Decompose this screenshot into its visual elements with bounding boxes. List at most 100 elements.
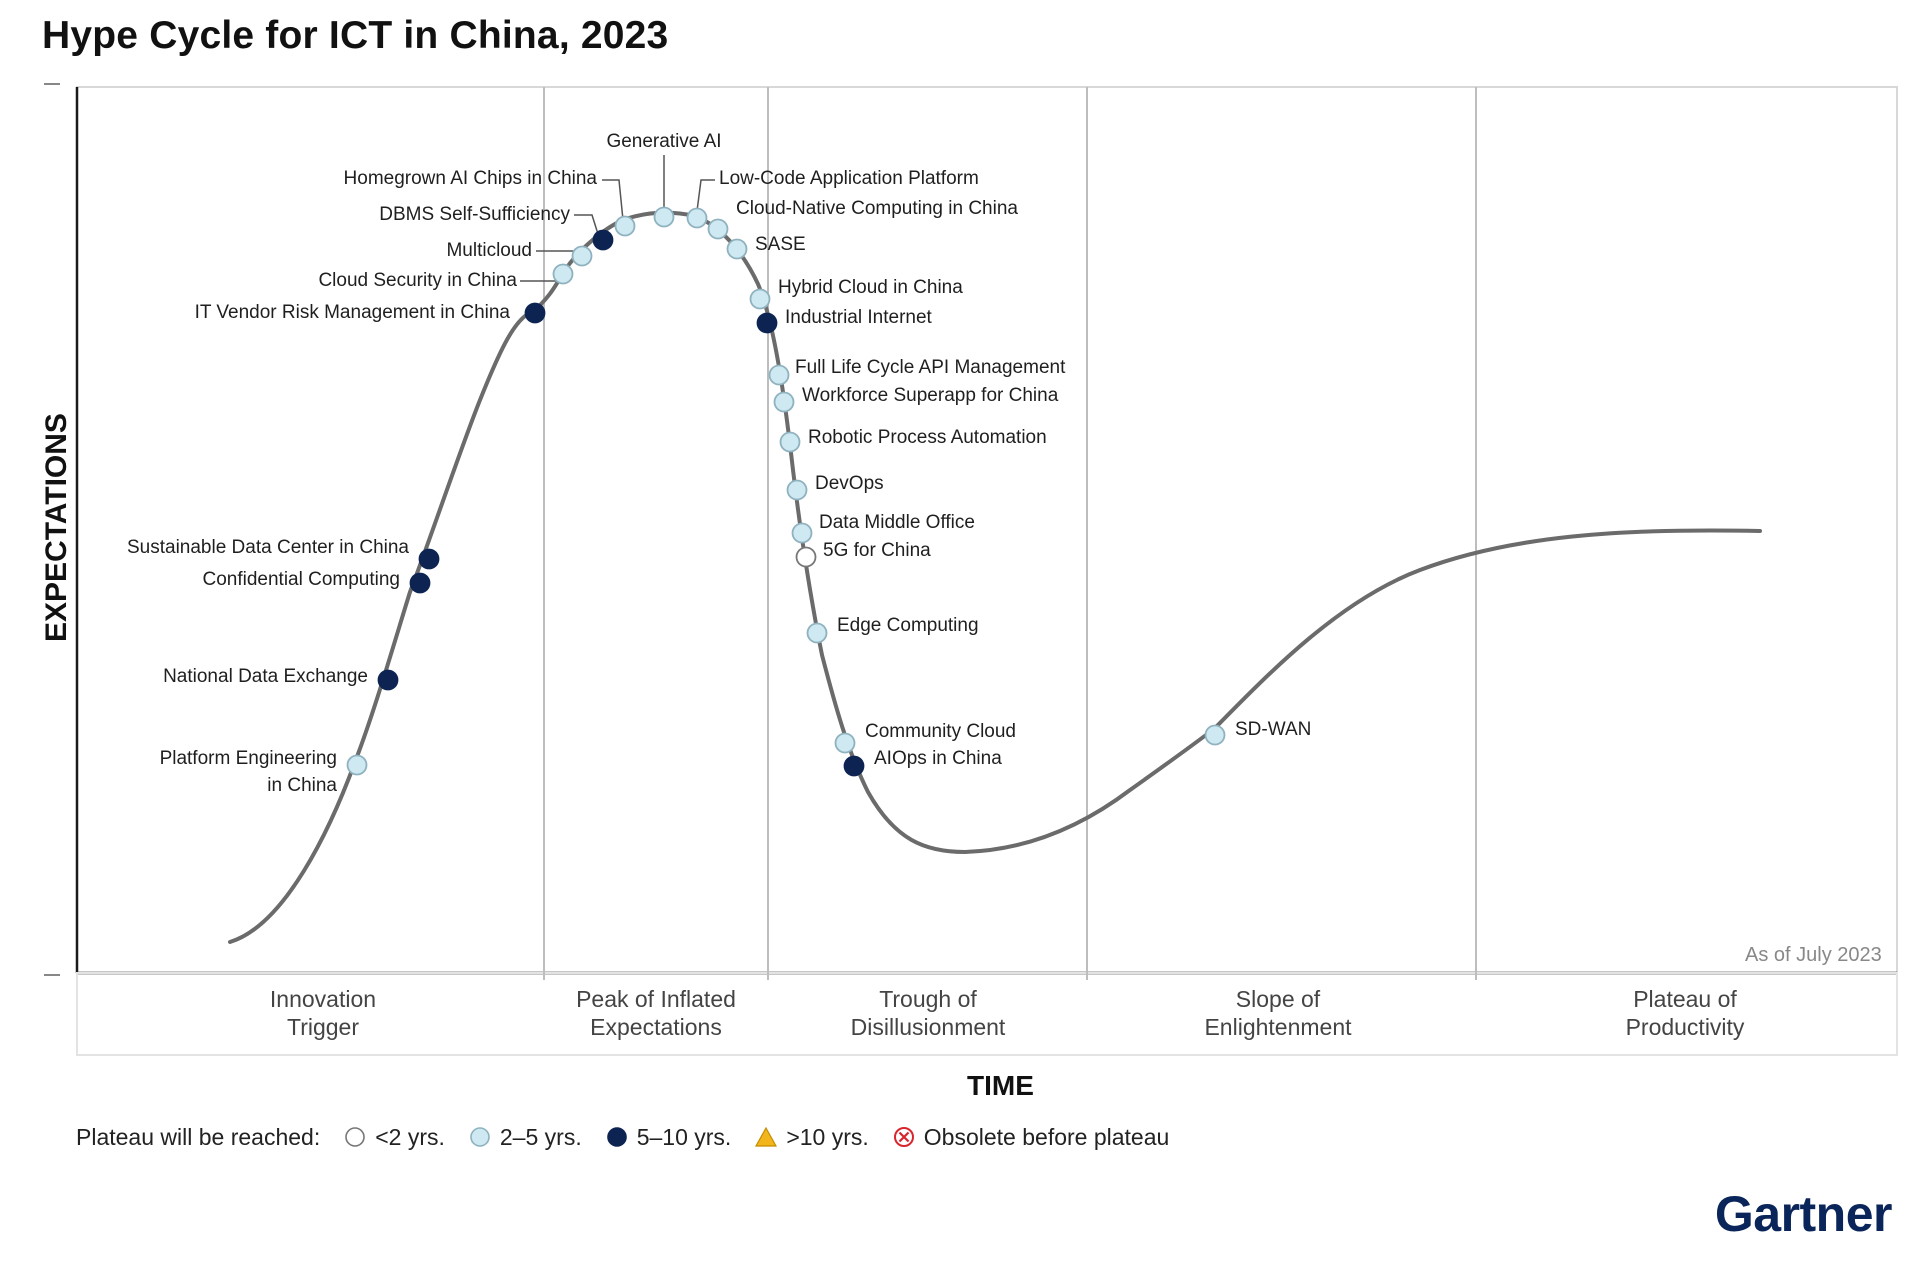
label-data-middle-office: Data Middle Office: [819, 512, 975, 533]
tech-sustainable-data-center-in-china: Sustainable Data Center in China: [127, 537, 440, 570]
tech-5g-for-china: 5G for China: [795, 540, 931, 568]
tech-dbms-self-sufficiency: DBMS Self-Sufficiency: [379, 204, 614, 251]
marker-sd-wan: [1204, 724, 1226, 746]
tech-full-life-cycle-api-management: Full Life Cycle API Management: [768, 357, 1066, 386]
marker-aiops-in-china: [843, 755, 865, 777]
tech-platform-engineering-in-china: Platform Engineering in China: [160, 748, 368, 796]
marker-platform-engineering-in-china: [346, 754, 368, 776]
tech-cloud-security-in-china: Cloud Security in China: [318, 263, 574, 291]
legend-label-lt2: <2 yrs.: [375, 1123, 445, 1150]
tech-national-data-exchange: National Data Exchange: [163, 666, 399, 691]
hollow-circle-icon: [345, 1127, 366, 1147]
label-homegrown-ai-chips-in-china: Homegrown AI Chips in China: [344, 168, 598, 189]
legend: Plateau will be reached: <2 yrs. 2–5 yrs…: [76, 1120, 1169, 1154]
legend-item-obsolete: Obsolete before plateau: [893, 1123, 1170, 1151]
marker-national-data-exchange: [377, 669, 399, 691]
tech-low-code-application-platform: Low-Code Application Platform: [686, 168, 979, 229]
marker-devops: [786, 479, 808, 501]
phase-trough-of-disillusionment: Trough of Disillusionment: [850, 986, 1006, 1040]
technology-markers: Platform Engineering in China National Dat…: [127, 131, 1311, 796]
y-axis-label: EXPECTATIONS: [40, 413, 73, 642]
chart-title: Hype Cycle for ICT in China, 2023: [42, 14, 669, 57]
legend-label-2to5: 2–5 yrs.: [499, 1123, 582, 1150]
marker-industrial-internet: [756, 312, 778, 334]
label-industrial-internet: Industrial Internet: [785, 307, 933, 328]
tech-generative-ai: Generative AI: [606, 131, 722, 228]
legend-item-2to5: 2–5 yrs.: [469, 1124, 582, 1151]
tech-cloud-native-computing-in-china: Cloud-Native Computing in China: [707, 198, 1018, 240]
label-workforce-superapp-for-china: Workforce Superapp for China: [802, 385, 1059, 406]
marker-sustainable-data-center-in-china: [418, 548, 440, 570]
marker-edge-computing: [806, 622, 828, 644]
tech-edge-computing: Edge Computing: [806, 615, 979, 644]
legend-label-5to10: 5–10 yrs.: [636, 1123, 732, 1150]
label-dbms-self-sufficiency: DBMS Self-Sufficiency: [379, 204, 570, 225]
marker-generative-ai: [653, 206, 675, 228]
label-confidential-computing: Confidential Computing: [202, 569, 400, 590]
chart-frame: [44, 83, 1898, 1056]
marker-it-vendor-risk-management-in-china: [524, 302, 546, 324]
phase-plateau-of-productivity: Plateau of Productivity: [1625, 986, 1745, 1040]
legend-label-gt10: >10 yrs.: [786, 1123, 869, 1150]
tech-industrial-internet: Industrial Internet: [756, 307, 933, 334]
tech-confidential-computing: Confidential Computing: [202, 569, 431, 594]
plot-border: [76, 86, 1898, 974]
label-aiops-in-china: AIOps in China: [874, 748, 1002, 769]
label-sd-wan: SD-WAN: [1235, 719, 1311, 740]
legend-item-5to10: 5–10 yrs.: [606, 1123, 732, 1151]
label-robotic-process-automation: Robotic Process Automation: [808, 427, 1047, 448]
legend-label-obsolete: Obsolete before plateau: [923, 1123, 1170, 1150]
as-of-date: As of July 2023: [1745, 944, 1882, 966]
tech-hybrid-cloud-in-china: Hybrid Cloud in China: [749, 277, 963, 310]
dark-blue-circle-icon: [606, 1127, 627, 1147]
x-axis-label: TIME: [967, 1070, 1034, 1101]
light-blue-circle-icon: [470, 1127, 490, 1147]
label-sase: SASE: [755, 234, 806, 255]
phase-slope-of-enlightenment: Slope of Enlightenment: [1204, 986, 1352, 1040]
marker-homegrown-ai-chips-in-china: [614, 215, 636, 237]
phase-peak-of-inflated-expectations: Peak of Inflated Expectations: [576, 986, 736, 1040]
legend-prefix: Plateau will be reached:: [76, 1123, 321, 1150]
tech-data-middle-office: Data Middle Office: [791, 512, 975, 544]
label-cloud-security-in-china: Cloud Security in China: [318, 270, 517, 291]
marker-dbms-self-sufficiency: [592, 229, 614, 251]
label-edge-computing: Edge Computing: [837, 615, 979, 636]
marker-multicloud: [571, 245, 593, 267]
tech-it-vendor-risk-management-in-china: IT Vendor Risk Management in China: [195, 302, 546, 324]
label-multicloud: Multicloud: [446, 240, 532, 261]
label-5g-for-china: 5G for China: [823, 540, 931, 561]
marker-low-code-application-platform: [686, 207, 708, 229]
phase-band: [76, 972, 1898, 1056]
tech-aiops-in-china: AIOps in China: [843, 748, 1002, 777]
legend-item-lt2: <2 yrs.: [344, 1124, 445, 1151]
legend-item-gt10: >10 yrs.: [755, 1123, 869, 1151]
tech-sase: SASE: [726, 234, 806, 260]
marker-robotic-process-automation: [779, 431, 801, 453]
tech-robotic-process-automation: Robotic Process Automation: [779, 427, 1047, 453]
label-full-life-cycle-api-management: Full Life Cycle API Management: [795, 357, 1066, 378]
marker-5g-for-china: [795, 546, 817, 568]
tech-community-cloud: Community Cloud: [834, 721, 1016, 754]
marker-sase: [726, 238, 748, 260]
label-low-code-application-platform: Low-Code Application Platform: [719, 168, 979, 189]
tech-workforce-superapp-for-china: Workforce Superapp for China: [773, 385, 1059, 413]
marker-workforce-superapp-for-china: [773, 391, 795, 413]
marker-data-middle-office: [791, 522, 813, 544]
marker-cloud-native-computing-in-china: [707, 218, 729, 240]
triangle-icon: [755, 1126, 778, 1147]
label-national-data-exchange: National Data Exchange: [163, 666, 368, 687]
label-platform-engineering-in-china: Platform Engineering in China: [160, 748, 338, 796]
label-cloud-native-computing-in-china: Cloud-Native Computing in China: [736, 198, 1018, 219]
label-it-vendor-risk-management-in-china: IT Vendor Risk Management in China: [195, 302, 511, 323]
tech-multicloud: Multicloud: [446, 240, 593, 267]
label-community-cloud: Community Cloud: [865, 721, 1016, 742]
label-devops: DevOps: [815, 473, 884, 494]
phase-innovation-trigger: Innovation Trigger: [269, 986, 377, 1040]
marker-confidential-computing: [409, 572, 431, 594]
marker-hybrid-cloud-in-china: [749, 288, 771, 310]
label-sustainable-data-center-in-china: Sustainable Data Center in China: [127, 537, 409, 558]
gartner-logo: Gartner: [1714, 1186, 1893, 1242]
label-hybrid-cloud-in-china: Hybrid Cloud in China: [778, 277, 963, 298]
leader-line: [574, 214, 599, 235]
